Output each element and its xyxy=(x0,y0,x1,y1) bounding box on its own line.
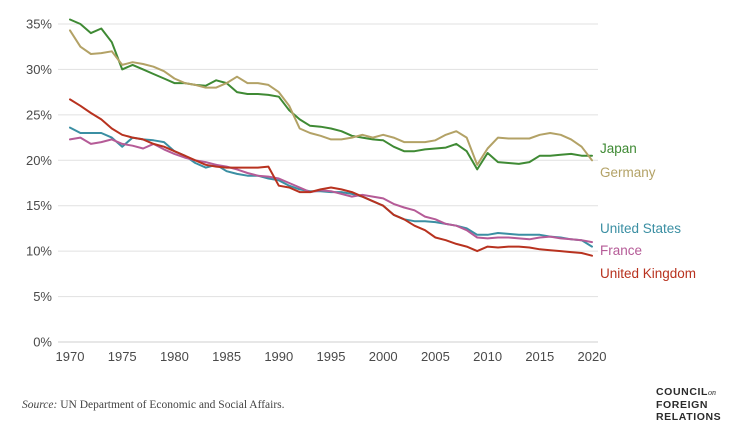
logo-line2: FOREIGN xyxy=(656,399,709,411)
source-text: UN Department of Economic and Social Aff… xyxy=(60,399,285,411)
x-tick-label: 1970 xyxy=(56,349,85,364)
logo-line1: COUNCIL xyxy=(656,386,709,398)
source-note: Source: UN Department of Economic and So… xyxy=(22,399,285,411)
series-lines xyxy=(69,18,593,257)
y-tick-label: 20% xyxy=(26,153,52,168)
x-tick-label: 2020 xyxy=(578,349,607,364)
logo-line1-small: on xyxy=(708,388,717,397)
y-tick-label: 25% xyxy=(26,107,52,122)
series-label-united-states: United States xyxy=(600,221,681,236)
x-tick-label: 1995 xyxy=(317,349,346,364)
cfr-logo: COUNCILon FOREIGN RELATIONS xyxy=(656,386,721,423)
series-line-united-kingdom xyxy=(69,98,593,257)
source-prefix: Source: xyxy=(22,399,58,411)
x-tick-label: 2010 xyxy=(473,349,502,364)
series-label-united-kingdom: United Kingdom xyxy=(600,266,696,281)
series-label-japan: Japan xyxy=(600,141,637,156)
x-tick-label: 1980 xyxy=(160,349,189,364)
x-tick-label: 1975 xyxy=(108,349,137,364)
y-axis: 0% 5% 10% 15% 20% 25% 30% 35% xyxy=(26,17,52,350)
y-tick-label: 0% xyxy=(33,335,52,350)
grid-lines xyxy=(58,23,598,343)
y-tick-label: 30% xyxy=(26,62,52,77)
x-tick-label: 2005 xyxy=(421,349,450,364)
series-line-france xyxy=(69,136,593,244)
series-label-france: France xyxy=(600,243,642,258)
series-label-germany: Germany xyxy=(600,165,656,180)
x-tick-label: 2015 xyxy=(525,349,554,364)
y-tick-label: 15% xyxy=(26,198,52,213)
series-labels: Japan Germany United States France United Ki… xyxy=(600,141,696,281)
logo-line3: RELATIONS xyxy=(656,411,722,423)
y-tick-label: 35% xyxy=(26,17,52,32)
y-tick-label: 5% xyxy=(33,289,52,304)
x-tick-label: 2000 xyxy=(369,349,398,364)
x-tick-label: 1985 xyxy=(212,349,241,364)
y-tick-label: 10% xyxy=(26,244,52,259)
x-tick-label: 1990 xyxy=(264,349,293,364)
x-axis: 1970 1975 1980 1985 1990 1995 2000 2005 2010 2015… xyxy=(56,349,607,364)
series-line-japan xyxy=(69,18,593,171)
series-line-germany xyxy=(69,29,593,166)
